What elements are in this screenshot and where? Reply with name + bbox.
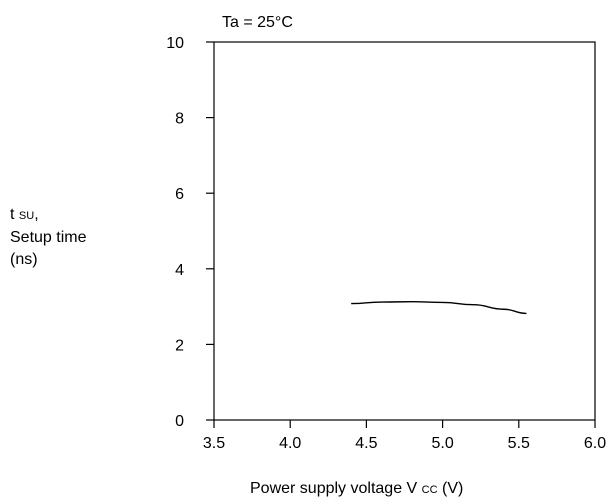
series-line <box>351 300 527 315</box>
y-axis-ticks: 0 2 4 6 8 10 <box>166 35 214 430</box>
series-group <box>351 300 527 315</box>
x-tick-label: 4.5 <box>355 435 377 452</box>
y-tick-label: 2 <box>175 337 184 354</box>
condition-label: Ta = 25°C <box>222 14 293 31</box>
y-axis-unit: (ns) <box>10 251 38 268</box>
y-tick-label: 4 <box>175 262 184 279</box>
x-tick-label: 5.5 <box>508 435 530 452</box>
y-axis-name: Setup time <box>10 229 87 246</box>
x-axis-name: Power supply voltage V <box>250 480 418 497</box>
x-axis-unit: (V) <box>442 480 464 497</box>
y-axis-subscript: SU <box>18 210 35 222</box>
y-axis-label: t SU, Setup time (ns) <box>10 204 86 271</box>
x-tick-label: 6.0 <box>584 435 606 452</box>
y-tick-label: 8 <box>175 111 184 128</box>
plot-frame <box>213 41 596 421</box>
x-tick-label: 4.0 <box>279 435 301 452</box>
y-axis-symbol: t <box>10 206 15 223</box>
y-tick-label: 10 <box>166 35 184 52</box>
y-axis-symbol-suffix: , <box>34 206 39 223</box>
x-tick-label: 3.5 <box>203 435 225 452</box>
y-tick-label: 0 <box>175 413 184 430</box>
x-axis-subscript: CC <box>421 484 438 496</box>
x-tick-label: 5.0 <box>431 435 453 452</box>
x-axis-label: Power supply voltage V CC (V) <box>250 480 463 498</box>
x-axis-ticks: 3.5 4.0 4.5 5.0 5.5 6.0 <box>203 420 606 452</box>
y-tick-label: 6 <box>175 186 184 203</box>
